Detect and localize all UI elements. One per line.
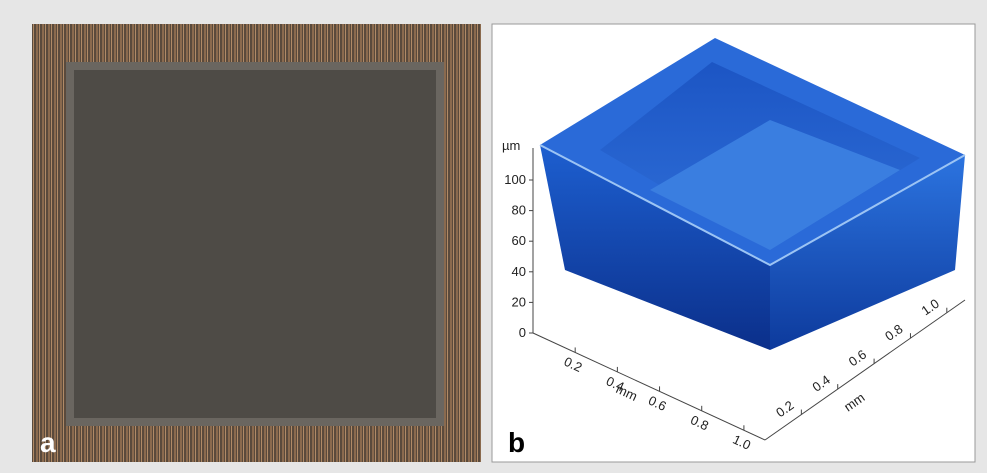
axis-tick-label: 0.2 — [562, 354, 585, 375]
z-tick-label: 40 — [512, 264, 526, 279]
z-tick-label: 20 — [512, 294, 526, 309]
surface-left-wall — [540, 145, 770, 350]
z-tick-label: 60 — [512, 233, 526, 248]
axis-tick-label: 1.0 — [730, 432, 753, 453]
z-tick-label: 100 — [504, 172, 526, 187]
x-axis — [532, 332, 766, 441]
axis-tick-label: 0.4 — [604, 373, 627, 394]
z-tick-label: 80 — [512, 203, 526, 218]
axis-tick-label: 0.6 — [646, 393, 669, 414]
panel-b: µm mm mm b 0204060801000.20.40.60.81.00.… — [491, 23, 976, 463]
pad-surface — [74, 70, 436, 418]
rim-highlight — [539, 144, 966, 267]
panel-label: a — [40, 427, 56, 458]
y-axis — [764, 299, 966, 441]
z-unit: µm — [502, 138, 520, 153]
panel-a: a — [32, 24, 481, 462]
surface-right-wall — [770, 155, 965, 350]
panel-label: b — [508, 427, 525, 458]
z-tick-label: 0 — [519, 325, 526, 340]
surface-floor — [650, 120, 900, 250]
axis-tick-label: 0.8 — [688, 412, 711, 433]
